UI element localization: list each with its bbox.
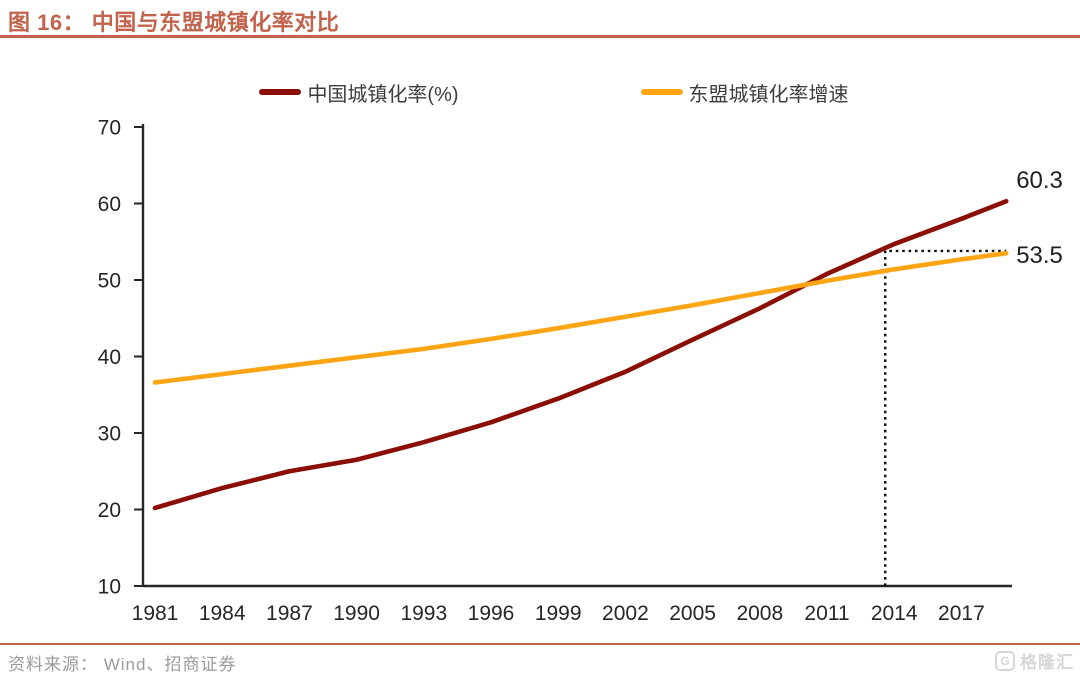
y-tick-label: 70 [98,117,121,140]
y-tick-label: 10 [98,576,121,599]
legend-item-asean: 东盟城镇化率增速 [640,78,849,107]
source-note: 资料来源： Wind、招商证券 [8,655,237,674]
x-tick-label: 1996 [468,602,515,625]
x-tick-label: 2008 [736,602,783,625]
series-asean-line [152,250,1009,385]
gelonghui-logo-text: 格隆汇 [1020,653,1074,672]
figure-header: 图 16： 中国与东盟城镇化率对比 [8,5,339,37]
series-china-line [152,198,1009,511]
x-tick-label: 1993 [400,602,447,625]
legend-label-asean: 东盟城镇化率增速 [688,83,849,106]
x-tick-label: 2011 [804,602,849,625]
x-tick-label: 1987 [266,602,313,625]
gelonghui-watermark: G 格隆汇 [995,648,1074,673]
x-tick-label: 2005 [669,602,716,625]
y-tick-label: 50 [98,270,121,293]
gelonghui-logo-icon: G [995,650,1015,671]
y-tick-label: 30 [98,423,121,446]
x-tick-label: 2014 [871,602,918,625]
y-tick-label: 20 [98,499,121,522]
legend-swatch-china-icon [259,89,302,95]
y-tick-label: 60 [98,193,121,216]
y-tick-label: 40 [98,346,121,369]
x-tick-label: 2002 [602,602,649,625]
legend-label-china: 中国城镇化率(%) [307,83,459,106]
legend-swatch-asean-icon [640,89,683,95]
x-tick-label: 2017 [938,602,985,625]
x-tick-label: 1981 [132,602,179,625]
reference-dotted-line [884,249,1007,586]
figure-title: 图 16： 中国与东盟城镇化率对比 [8,10,340,35]
x-tick-label: 1984 [199,602,246,625]
title-divider [0,35,1080,38]
x-tick-label: 1990 [333,602,380,625]
chart-legend: 中国城镇化率(%) 东盟城镇化率增速 [14,76,1080,108]
end-value-label: 60.3 [1016,167,1063,194]
x-tick-label: 1999 [535,602,582,625]
legend-item-china: 中国城镇化率(%) [259,78,459,107]
footer-divider [0,643,1080,645]
end-value-label: 53.5 [1016,242,1063,269]
